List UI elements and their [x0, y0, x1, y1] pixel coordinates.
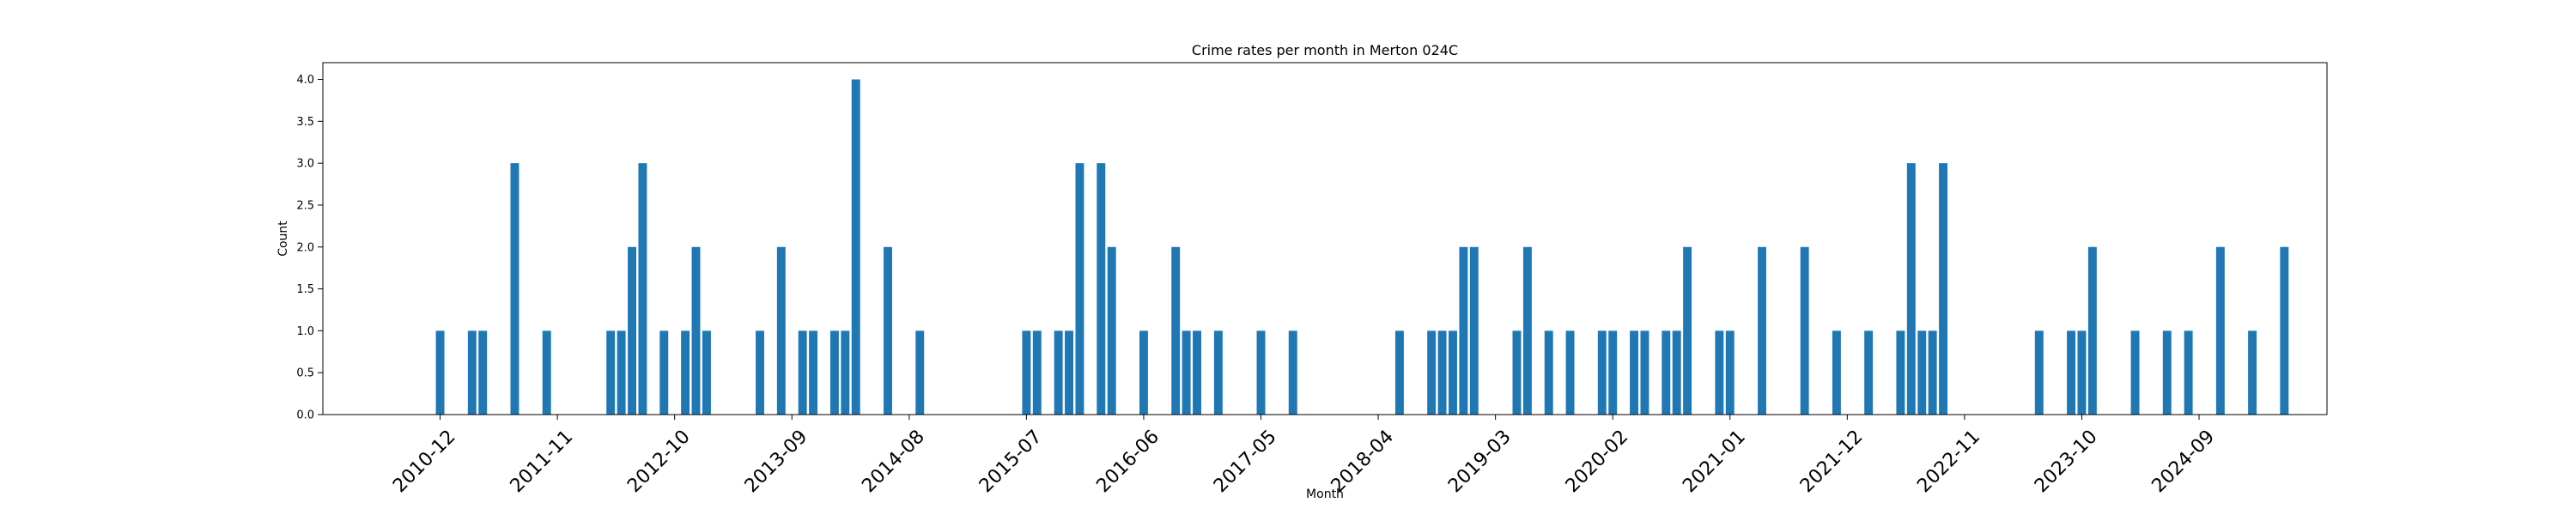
y-axis-label: Count	[276, 221, 290, 257]
axes-frame	[322, 62, 2328, 415]
bar-2012-05	[617, 330, 626, 415]
x-axis-label: Month	[1306, 488, 1344, 501]
bar-2020-08	[1672, 330, 1681, 415]
y-tick-label: 3.0	[296, 158, 314, 171]
chart-title: Crime rates per month in Merton 024C	[1192, 42, 1458, 58]
bar-2019-06	[1522, 246, 1532, 415]
bar-2021-11	[1832, 330, 1841, 415]
bar-2010-12	[435, 330, 445, 415]
bar-2011-10	[542, 330, 551, 415]
bar-2024-11	[2215, 246, 2225, 415]
bar-2011-04	[478, 330, 488, 415]
bar-2014-02	[841, 330, 850, 415]
bar-2017-01	[1213, 330, 1223, 415]
bar-2014-03	[851, 79, 860, 415]
bar-2024-03	[2130, 330, 2140, 415]
bar-2016-06	[1139, 330, 1148, 415]
y-tick-label: 4.0	[296, 74, 314, 87]
bar-2012-09	[659, 330, 669, 415]
bar-2022-09	[1939, 163, 1948, 415]
bar-2022-07	[1917, 330, 1927, 415]
bar-2013-11	[809, 330, 818, 415]
bar-2020-12	[1715, 330, 1724, 415]
y-axis: 0.0 0.5 1.0 1.5 2.0 2.5 3.0 3.5 4.0	[296, 74, 323, 422]
bar-2015-07	[1022, 330, 1031, 415]
bar-2018-12	[1459, 246, 1468, 415]
bar-2019-10	[1565, 330, 1575, 415]
bar-2020-05	[1640, 330, 1649, 415]
bar-2023-06	[2034, 330, 2044, 415]
bar-2014-01	[829, 330, 839, 415]
bar-2014-06	[884, 246, 892, 415]
bar-2020-02	[1608, 330, 1618, 415]
bar-2016-10	[1182, 330, 1191, 415]
bar-2020-09	[1683, 246, 1692, 415]
bar-2018-10	[1437, 330, 1447, 415]
bar-2011-07	[510, 163, 519, 415]
bar-2022-05	[1896, 330, 1905, 415]
bar-2022-02	[1864, 330, 1874, 415]
bar-2017-05	[1256, 330, 1266, 415]
bar-2022-08	[1928, 330, 1937, 415]
bar-2016-09	[1171, 246, 1181, 415]
bar-2012-06	[628, 246, 636, 415]
bar-2012-04	[606, 330, 616, 415]
bar-2016-02	[1097, 163, 1106, 415]
bar-2020-07	[1662, 330, 1671, 415]
y-tick-label: 0.0	[296, 409, 314, 422]
y-tick-label: 1.5	[296, 283, 314, 296]
bar-2012-11	[681, 330, 690, 415]
bar-2014-09	[915, 330, 925, 415]
bar-2024-06	[2162, 330, 2172, 415]
bar-2013-06	[756, 330, 764, 415]
bar-2011-03	[467, 330, 477, 415]
bar-2018-09	[1427, 330, 1437, 415]
bar-2018-06	[1394, 330, 1404, 415]
bar-2020-04	[1630, 330, 1638, 415]
y-tick-label: 2.5	[296, 199, 314, 212]
bar-2015-10	[1054, 330, 1063, 415]
bar-2013-10	[798, 330, 807, 415]
bar-2025-05	[2280, 246, 2289, 415]
y-tick-label: 3.5	[296, 116, 314, 129]
bar-2023-11	[2087, 246, 2097, 415]
bar-2015-12	[1075, 163, 1084, 415]
bar-2012-07	[638, 163, 647, 415]
bar-2023-09	[2067, 330, 2076, 415]
bar-2016-11	[1193, 330, 1201, 415]
bar-2023-10	[2077, 330, 2087, 415]
bar-2021-04	[1758, 246, 1766, 415]
bar-2021-01	[1725, 330, 1735, 415]
y-tick-label: 0.5	[296, 367, 314, 380]
bar-2016-03	[1107, 246, 1116, 415]
bars	[435, 79, 2289, 415]
bar-2019-01	[1469, 246, 1479, 415]
bar-2015-08	[1032, 330, 1042, 415]
bar-2022-06	[1906, 163, 1916, 415]
bar-2020-01	[1597, 330, 1607, 415]
bar-2015-11	[1065, 330, 1074, 415]
bar-2017-08	[1288, 330, 1297, 415]
bar-2012-12	[691, 246, 701, 415]
y-tick-label: 1.0	[296, 325, 314, 338]
y-tick-label: 2.0	[296, 241, 314, 254]
bar-2021-08	[1800, 246, 1809, 415]
bar-2025-02	[2248, 330, 2257, 415]
bar-2024-08	[2184, 330, 2193, 415]
bar-2018-11	[1449, 330, 1457, 415]
bar-2019-08	[1544, 330, 1553, 415]
bar-2013-01	[702, 330, 711, 415]
bar-2019-05	[1512, 330, 1522, 415]
bar-2013-08	[776, 246, 786, 415]
